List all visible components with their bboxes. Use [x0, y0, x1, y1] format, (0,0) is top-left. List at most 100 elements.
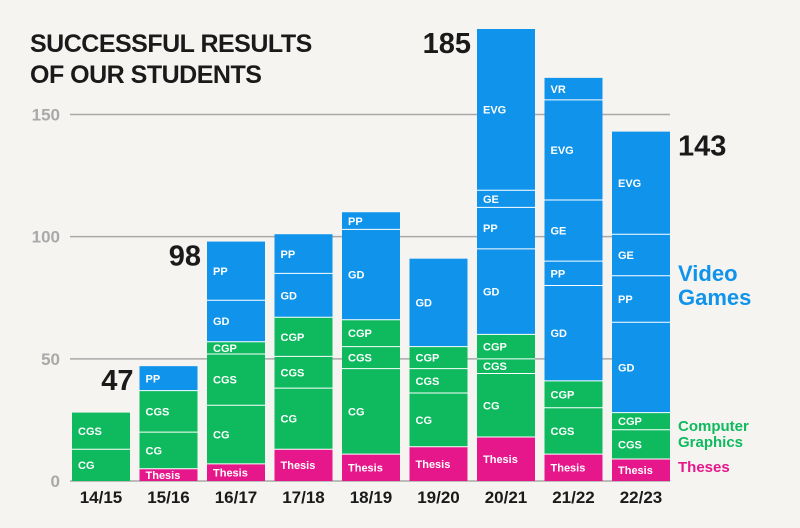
legend-line: Computer — [678, 418, 749, 435]
bar-segment — [477, 373, 535, 438]
segment-label: EVG — [551, 145, 574, 157]
segment-label: CGP — [281, 332, 305, 344]
bar-total-label: 185 — [423, 28, 471, 60]
segment-label: Thesis — [281, 460, 316, 472]
x-tick-label: 17/18 — [282, 488, 325, 507]
segment-label: Thesis — [551, 463, 586, 475]
segment-label: CGS — [146, 406, 170, 418]
segment-label: EVG — [618, 178, 641, 190]
segment-label: Thesis — [146, 470, 181, 482]
bar-segment — [342, 368, 400, 455]
segment-label: Thesis — [213, 467, 248, 479]
bar-16-17: Thesis CG CGS CGP GD PP 16/17 98 — [169, 241, 265, 507]
legend-line: Video — [678, 261, 738, 286]
bar-17-18: Thesis CG CGS CGP GD PP 17/18 — [274, 234, 333, 507]
x-tick-label: 16/17 — [215, 488, 258, 507]
bar-segment — [72, 412, 130, 450]
segment-label: CGP — [348, 328, 372, 340]
segment-label: CGP — [483, 342, 507, 354]
segment-label: GD — [416, 298, 433, 310]
bar-segment — [207, 341, 265, 354]
bar-segment — [477, 437, 535, 481]
segment-label: CG — [483, 400, 500, 412]
segment-label: GD — [618, 362, 635, 374]
segment-label: CGS — [618, 439, 642, 451]
bar-segment — [612, 429, 670, 460]
bar-18-19: Thesis CG CGS CGP GD PP 18/19 — [342, 212, 400, 507]
segment-label: CGP — [551, 389, 575, 401]
bar-segment — [139, 366, 198, 391]
legend-line: Theses — [678, 459, 730, 476]
segment-label: CGP — [213, 343, 237, 355]
segment-label: PP — [213, 266, 228, 278]
bar-segment — [342, 229, 400, 320]
legend-line: Graphics — [678, 434, 743, 451]
segment-label: EVG — [483, 105, 506, 117]
bar-19-20: Thesis CG CGS CGP GD 19/20 — [409, 258, 468, 507]
bar-segment — [139, 468, 198, 481]
bar-segment — [612, 131, 670, 235]
bar-segment — [207, 405, 265, 464]
bar-segment — [544, 200, 603, 262]
x-tick-label: 21/22 — [552, 488, 595, 507]
segment-label: VR — [551, 84, 566, 96]
bar-segment — [274, 234, 333, 274]
x-tick-label: 14/15 — [80, 488, 123, 507]
chart-title-line-2: OF OUR STUDENTS — [30, 61, 261, 89]
bar-segment — [612, 322, 670, 413]
bar-15-16: Thesis CG CGS PP 15/16 47 — [101, 365, 198, 507]
bar-segment — [409, 393, 468, 447]
bar-segment — [139, 432, 198, 469]
segment-label: GD — [281, 290, 298, 302]
segment-label: CG — [348, 406, 365, 418]
segment-label: CGS — [416, 376, 440, 388]
bar-segment — [139, 390, 198, 433]
bar-segment — [409, 368, 468, 394]
segment-label: GE — [551, 226, 567, 238]
bar-segment — [72, 449, 130, 481]
bar-segment — [207, 300, 265, 342]
bar-segment — [274, 317, 333, 357]
bar-segment — [409, 258, 468, 347]
segment-label: CGS — [483, 361, 507, 373]
segment-label: GE — [618, 250, 634, 262]
bar-segment — [477, 248, 535, 335]
segment-label: CGS — [78, 426, 102, 438]
segment-label: GD — [551, 328, 568, 340]
segment-label: CG — [416, 415, 433, 427]
segment-label: GD — [483, 287, 500, 299]
bar-segment — [544, 99, 603, 201]
bar-segment — [274, 356, 333, 389]
bar-segment — [274, 273, 333, 318]
segment-label: CG — [146, 445, 163, 457]
bar-segment — [477, 29, 535, 191]
legend-entry: Theses — [678, 459, 730, 476]
bar-segment — [409, 346, 468, 369]
bar-segment — [207, 463, 265, 481]
segment-label: CG — [213, 430, 230, 442]
segment-label: PP — [483, 223, 498, 235]
segment-label: CG — [78, 460, 95, 472]
bar-segment — [544, 380, 603, 408]
bar-segment — [207, 353, 265, 406]
segment-label: Thesis — [618, 465, 653, 477]
bar-segment — [544, 407, 603, 455]
bar-segment — [612, 459, 670, 481]
bar-segment — [477, 207, 535, 249]
bar-total-label: 47 — [101, 365, 133, 397]
segment-label: PP — [146, 373, 161, 385]
segment-label: Thesis — [416, 459, 451, 471]
y-tick-label: 100 — [32, 228, 60, 247]
x-tick-label: 18/19 — [350, 488, 393, 507]
segment-label: CGS — [281, 367, 305, 379]
y-tick-label: 150 — [32, 106, 60, 125]
bar-20-21: Thesis CG CGS CGP GD PP GE EVG 20/21 185 — [423, 28, 535, 507]
bar-21-22: Thesis CGS CGP GD PP GE EVG VR 21/22 — [544, 77, 603, 507]
segment-label: GD — [348, 270, 365, 282]
bar-segment — [342, 454, 400, 481]
segment-label: CGP — [618, 416, 642, 428]
bar-segment — [612, 275, 670, 323]
bar-segment — [477, 358, 535, 374]
